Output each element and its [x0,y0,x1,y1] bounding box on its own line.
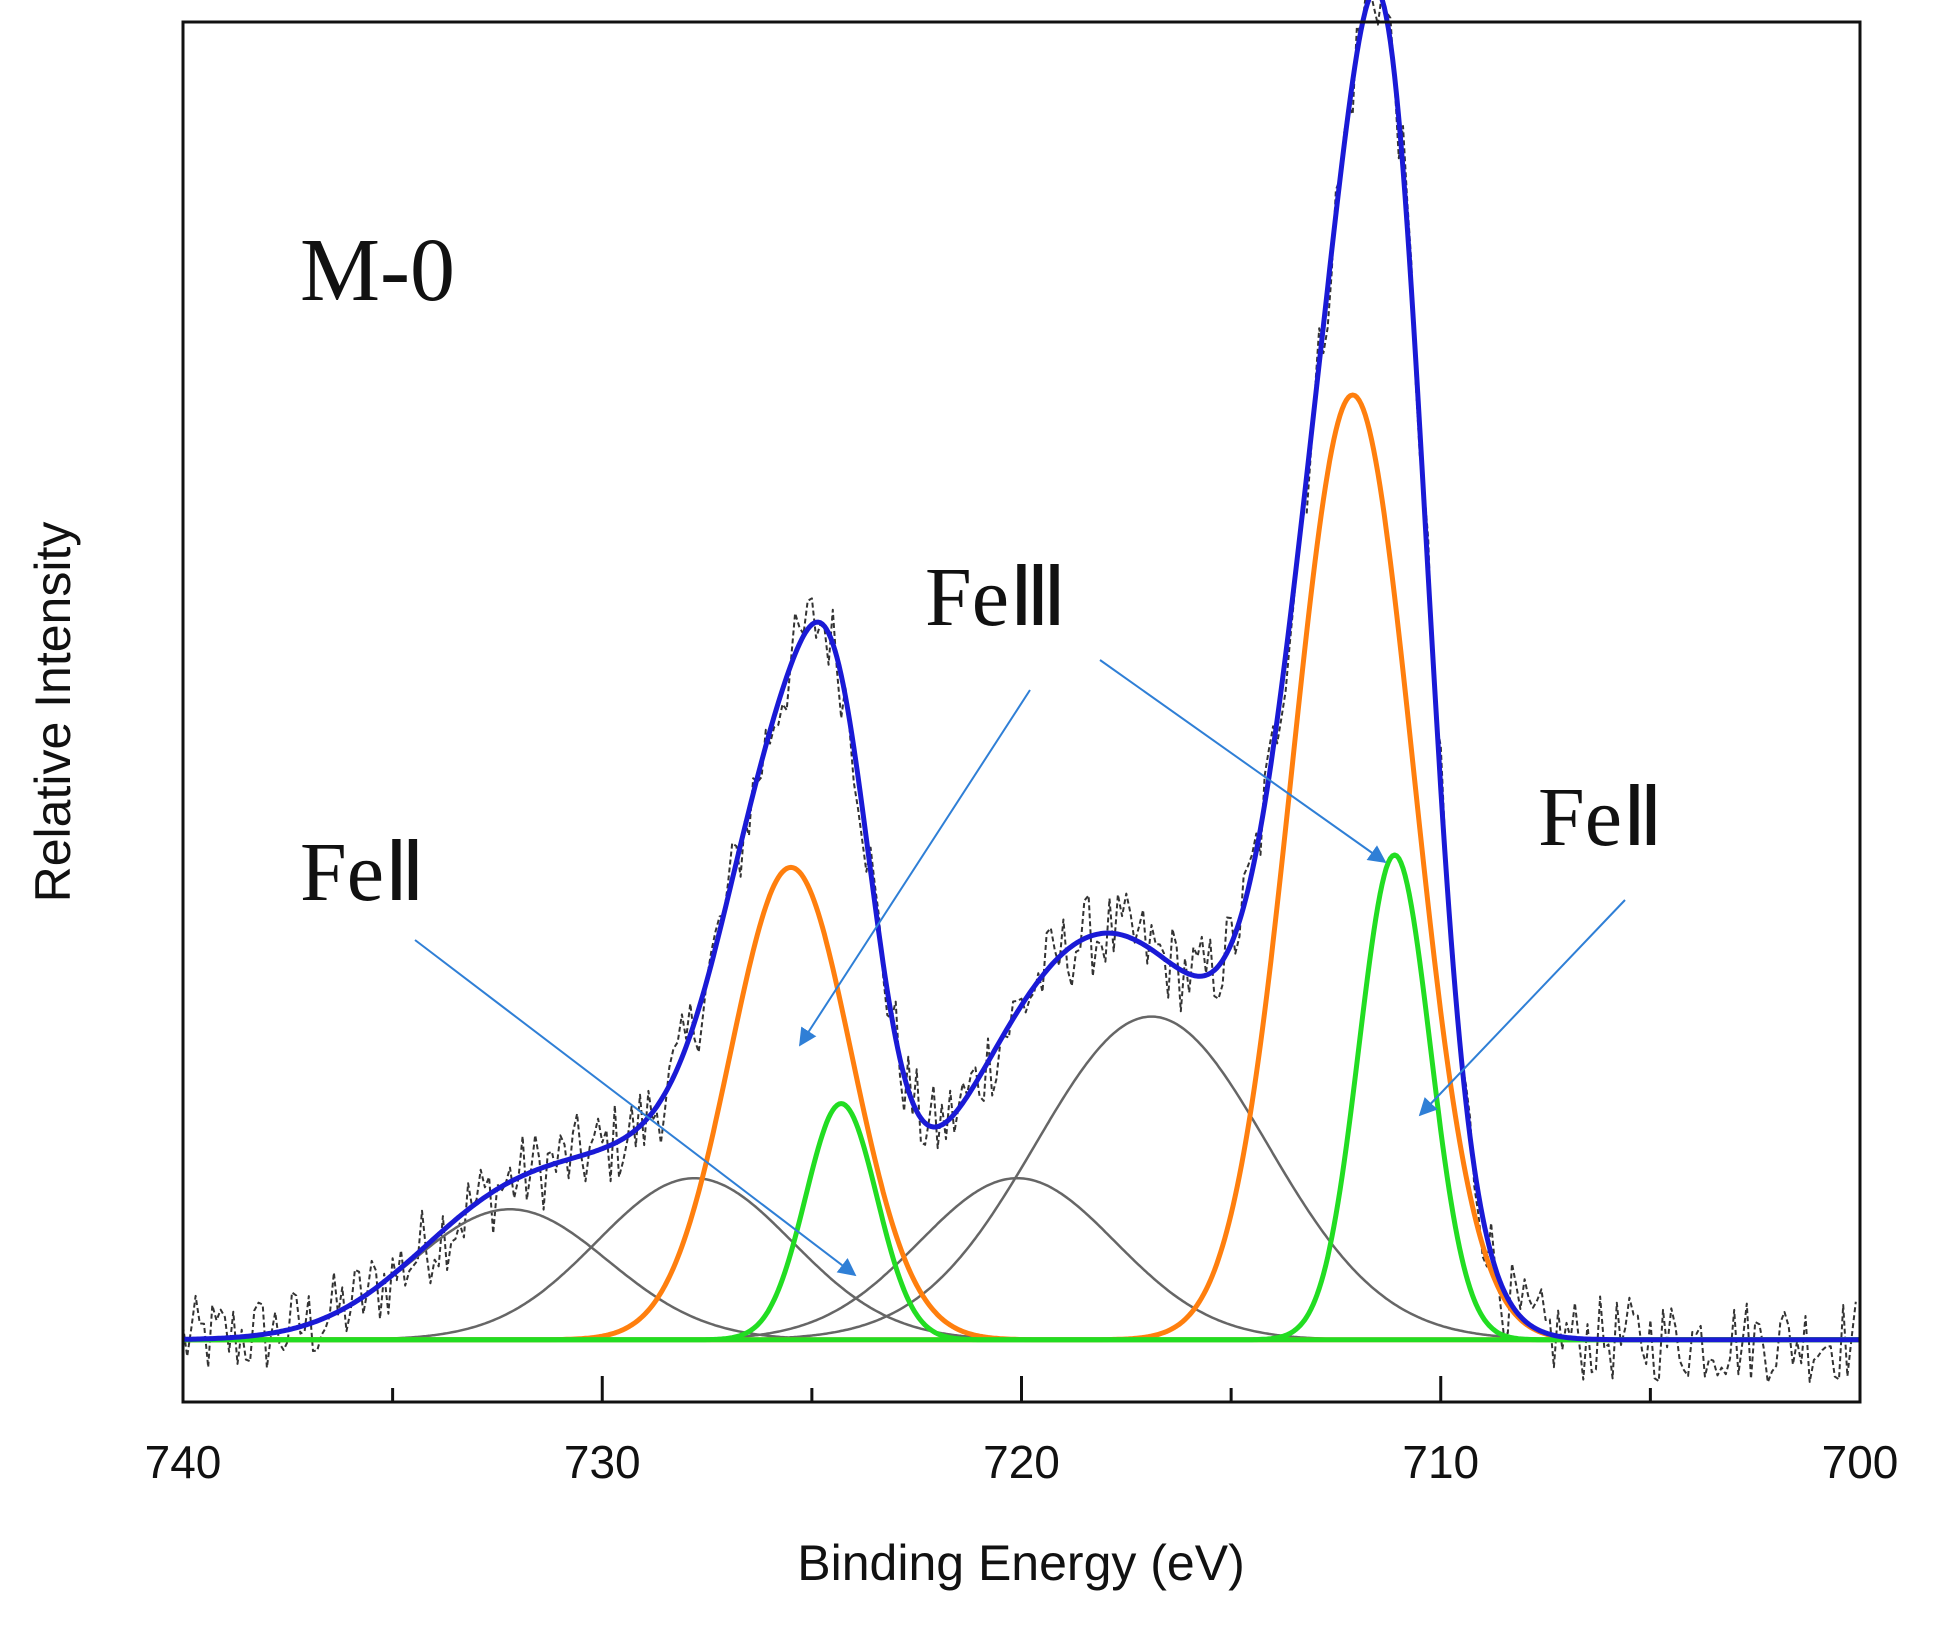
x-tick-label: 700 [1822,1436,1899,1488]
arrow-fe2-right [1418,899,1626,1117]
x-axis-title: Binding Energy (eV) [797,1535,1244,1591]
x-tick-label: 720 [983,1436,1060,1488]
annotation-fe3: FeⅢ [925,551,1067,644]
curves-layer [182,0,1861,1384]
x-tick-label: 710 [1402,1436,1479,1488]
satellite-peak-1 [183,1208,1860,1342]
envelope-fit-line [182,0,1861,1343]
annotation-fe2-left: FeⅡ [300,826,425,919]
arrow-fe2-left [414,939,857,1277]
x-axis-ticks: 740 730 720 710 700 [145,1376,1899,1488]
fe2-peak-2 [182,852,1861,1343]
x-tick-label: 730 [564,1436,641,1488]
x-tick-label: 740 [145,1436,222,1488]
fe2-peak-1 [182,1101,1861,1343]
raw-data-line [182,0,1857,1384]
y-axis-title: Relative Intensity [25,522,81,903]
arrow-fe3-right [1099,659,1387,864]
fe3-peak-2 [182,392,1861,1343]
sample-label: M-0 [300,221,455,320]
arrow-fe3-left [799,689,1031,1047]
annotation-fe2-right: FeⅡ [1538,771,1663,864]
fe3-peak-1 [182,864,1861,1343]
